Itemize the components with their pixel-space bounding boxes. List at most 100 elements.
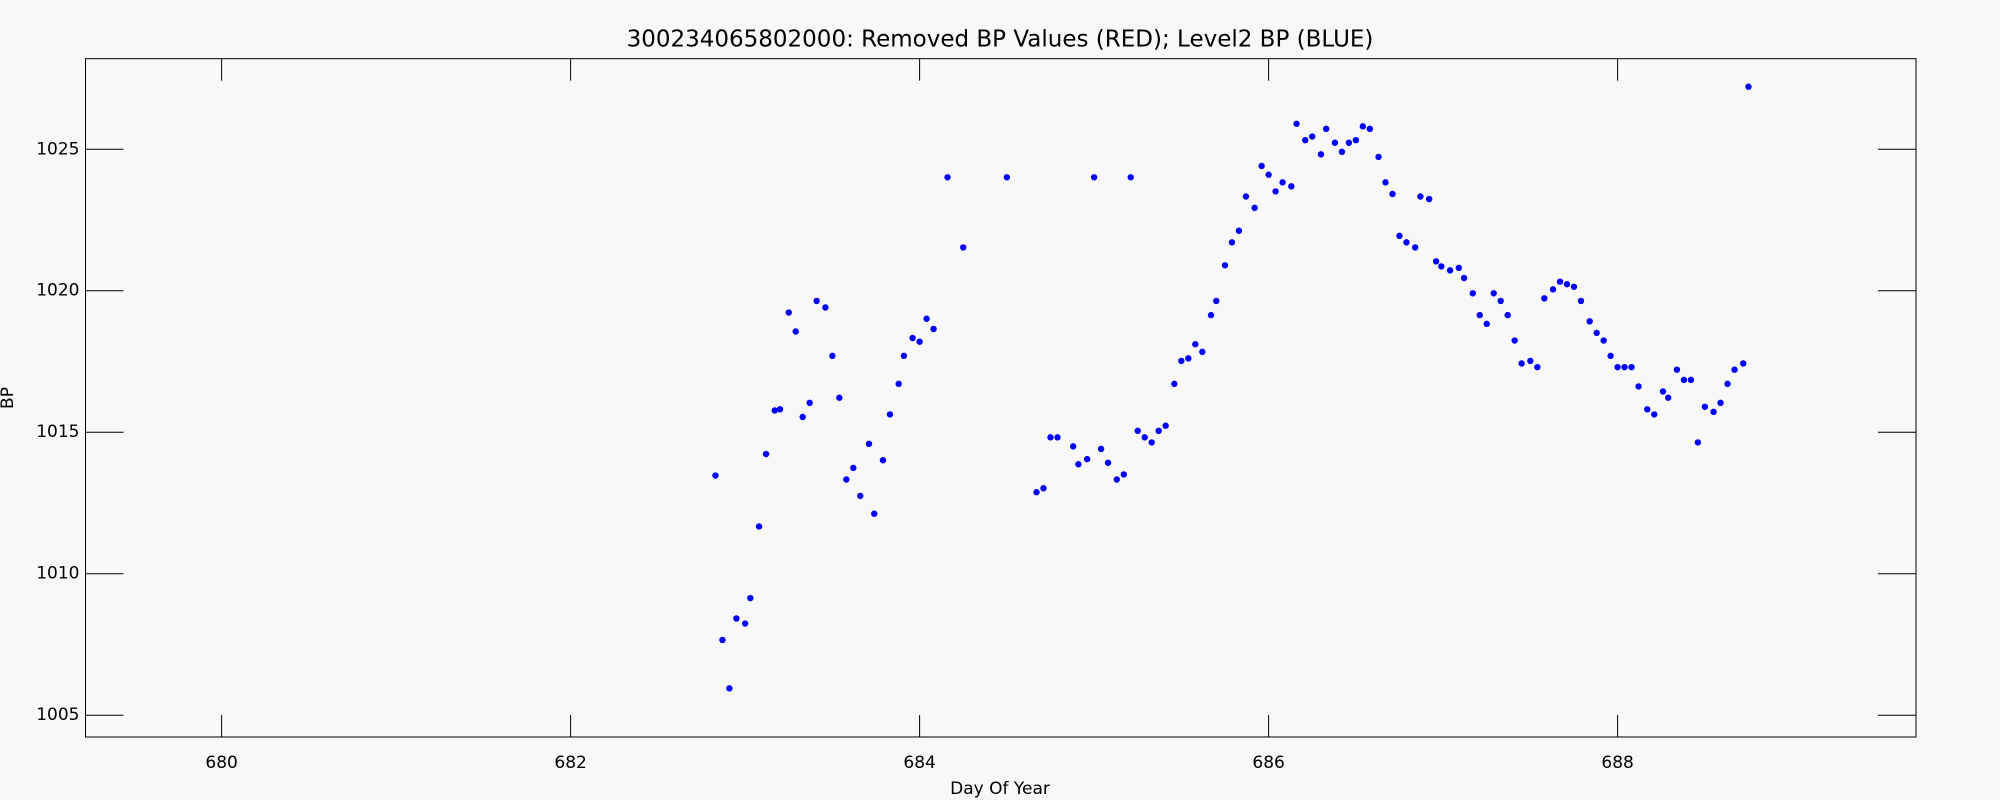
data-point [1235,227,1243,234]
data-point [1279,179,1286,186]
y-tick-label: 1025 [36,139,79,159]
y-tick-label: 1010 [36,564,79,584]
data-point [733,615,740,622]
data-point [1113,476,1120,483]
data-point [1659,388,1667,395]
data-point [1302,136,1309,144]
data-point [1104,459,1112,466]
data-point [1382,179,1389,186]
data-point [799,413,806,421]
data-point [1614,363,1621,371]
y-tick-label: 1015 [36,422,79,442]
data-point [1628,363,1635,371]
data-point [960,244,967,251]
data-point [1680,376,1688,384]
data-point [1651,411,1658,418]
data-point [1563,281,1571,288]
data-point [1570,283,1578,290]
data-point [776,406,784,413]
data-point [771,407,778,414]
data-point [1097,445,1105,453]
data-point [1047,434,1054,441]
data-point [1438,263,1445,270]
data-point [1242,193,1250,200]
data-point [895,380,902,388]
data-point [1511,337,1518,344]
data-point [1635,383,1642,390]
data-point [741,620,749,627]
data-point [1432,258,1440,265]
data-point [762,450,770,458]
data-point [1185,355,1192,362]
data-point [1593,329,1600,337]
data-point [719,636,726,644]
data-point [1694,439,1702,446]
data-point [836,394,843,401]
data-point [1740,360,1747,367]
data-point [712,472,719,479]
x-axis-label: Day Of Year [950,779,1050,799]
data-point [1258,162,1265,170]
data-point [1331,139,1339,146]
data-point [923,315,930,322]
data-point [944,174,951,181]
data-point [1483,320,1490,328]
data-point [1251,204,1258,212]
data-point [1359,123,1367,130]
data-point [1213,297,1220,305]
data-point [1162,422,1169,429]
data-point [1534,363,1541,371]
data-point [1199,348,1206,356]
x-tick-label: 682 [554,753,586,773]
data-point [871,510,878,517]
data-point [1272,188,1279,195]
data-point [1556,278,1564,285]
data-point [900,352,908,360]
data-point [865,440,873,448]
data-point [1497,297,1504,305]
data-point [1003,174,1011,181]
data-point [1665,394,1672,401]
data-point [1207,311,1215,319]
data-point [1607,352,1614,360]
data-point [1518,360,1525,367]
data-point [1075,461,1082,468]
data-point [1134,427,1141,435]
data-point [1687,376,1695,384]
data-point [1541,295,1548,302]
chart-title: 300234065802000: Removed BP Values (RED)… [627,27,1374,53]
data-point [1083,455,1091,463]
data-point [857,492,864,500]
data-point [916,338,923,345]
y-axis-label: BP [0,387,18,409]
data-point [1446,267,1454,274]
data-point [1120,471,1127,478]
data-point [1322,125,1330,133]
data-point [726,685,733,692]
data-point [1673,366,1681,373]
x-tick-label: 688 [1601,753,1633,773]
data-point [843,476,850,483]
data-point [1417,193,1424,200]
data-point [909,334,916,342]
data-point [879,457,887,464]
x-tick-label: 686 [1252,753,1284,773]
data-point [1389,190,1396,198]
data-point [1228,239,1236,246]
data-point [1425,195,1433,203]
data-point [747,594,754,602]
x-tick-label: 680 [205,753,237,773]
data-point [1455,264,1463,272]
data-point [1090,174,1098,181]
data-point [1127,174,1134,181]
data-point [1040,485,1047,492]
data-point [1504,311,1511,319]
data-point [1586,318,1593,325]
data-point [1366,125,1374,133]
data-point [785,309,792,316]
data-point [806,399,813,407]
data-point [1069,443,1077,450]
y-tick-label: 1020 [36,281,79,301]
